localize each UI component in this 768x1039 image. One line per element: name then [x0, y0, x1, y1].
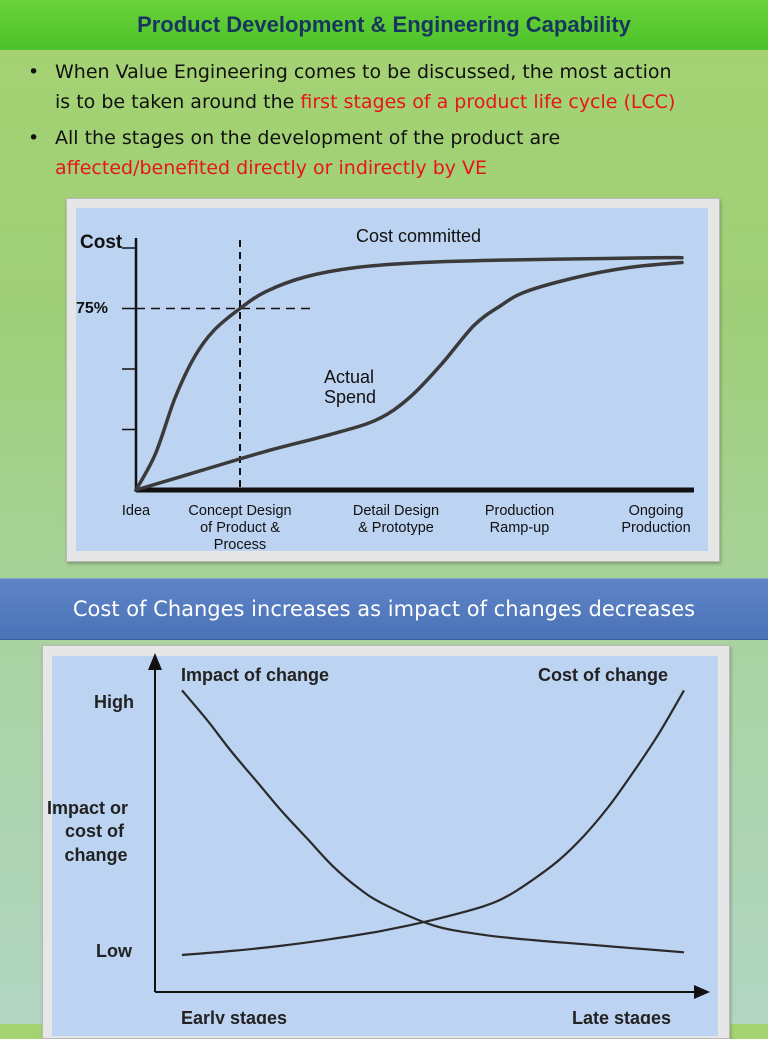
bullet-2-line1: All the stages on the development of the…	[55, 127, 561, 149]
x-axis-arrow-icon	[694, 985, 710, 999]
series-line-impact-of-change	[181, 689, 685, 954]
bullet-1-text: When Value Engineering comes to be discu…	[55, 57, 755, 117]
banner-text: Cost of Changes increases as impact of c…	[72, 597, 696, 621]
xtick-late-stages: Late stages	[572, 1008, 671, 1024]
y-axis-arrow-icon	[148, 653, 162, 670]
chart1-xtick-label: Detail Design & Prototype	[353, 503, 439, 536]
bullet-dot-icon: •	[28, 127, 40, 149]
title-bar: Product Development & Engineering Capabi…	[0, 0, 768, 50]
bullet-2-text: All the stages on the development of the…	[55, 123, 755, 183]
cost-committed-chart: Cost 75% Cost committed Actual Spend Ide…	[76, 226, 694, 553]
series-line-actual-spend	[134, 260, 684, 492]
section-banner: Cost of Changes increases as impact of c…	[0, 578, 768, 640]
slide-title: Product Development & Engineering Capabi…	[137, 12, 631, 37]
series-line-cost-of-change	[181, 689, 685, 957]
chart1-xtick-label: Concept Design of Product & Process	[188, 503, 291, 553]
chart1-xtick-label: Idea	[122, 503, 151, 519]
chart2-plot-area	[52, 656, 718, 1036]
series-label-cost-committed: Cost committed	[356, 226, 481, 246]
chart1-ytick-75: 75%	[76, 300, 108, 317]
series-label-actual-spend: Actual Spend	[324, 367, 379, 407]
chart1-xtick-label: Ongoing Production	[621, 503, 690, 536]
bullet-1-line1: When Value Engineering comes to be discu…	[55, 61, 672, 83]
chart1-xtick-label: Production Ramp-up	[485, 503, 554, 536]
bullet-dot-icon: •	[28, 61, 40, 83]
chart1-ylabel: Cost	[80, 232, 123, 253]
xtick-early-stages: Early stages	[181, 1008, 287, 1024]
series-line-cost-committed	[134, 255, 684, 492]
bullet-1-line2: is to be taken around the	[55, 91, 301, 113]
bullet-2-highlight: affected/benefited directly or indirectl…	[55, 157, 488, 179]
series-label-impact-of-change: Impact of change	[181, 665, 329, 685]
series-label-cost-of-change: Cost of change	[538, 665, 668, 685]
cost-of-change-chart: Impact of change Cost of change High Low…	[47, 653, 710, 1024]
ytick-low: Low	[96, 941, 133, 961]
ytick-high: High	[94, 692, 134, 712]
chart2-panel	[42, 645, 730, 1039]
chart2-ylabel: Impact or cost of change	[47, 798, 133, 865]
bullet-1-highlight: first stages of a product life cycle (LC…	[300, 91, 676, 113]
